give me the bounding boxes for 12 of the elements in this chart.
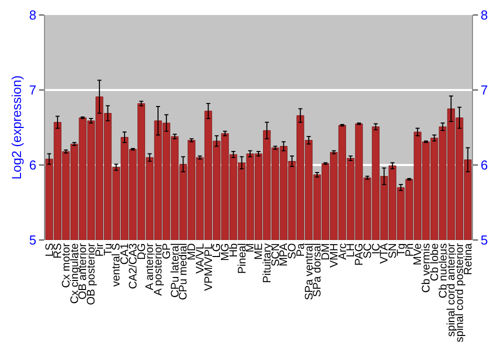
- x-tick-label: Retina: [462, 242, 474, 275]
- y2-tick-label: 7: [480, 82, 488, 98]
- y2-tick-label: 6: [480, 158, 488, 173]
- y2-tick-label: 5: [480, 232, 488, 248]
- y-axis-title: Log2 (expression): [9, 75, 24, 180]
- y-tick-label: 6: [29, 158, 36, 173]
- y-tick-label: 7: [29, 82, 36, 98]
- y-tick-label: 8: [29, 8, 36, 23]
- x-tick-label: Tg: [395, 243, 408, 256]
- x-tick-label: Pituitary: [261, 242, 274, 283]
- y-tick-label: 5: [29, 232, 36, 248]
- y2-tick-label: 8: [480, 8, 488, 23]
